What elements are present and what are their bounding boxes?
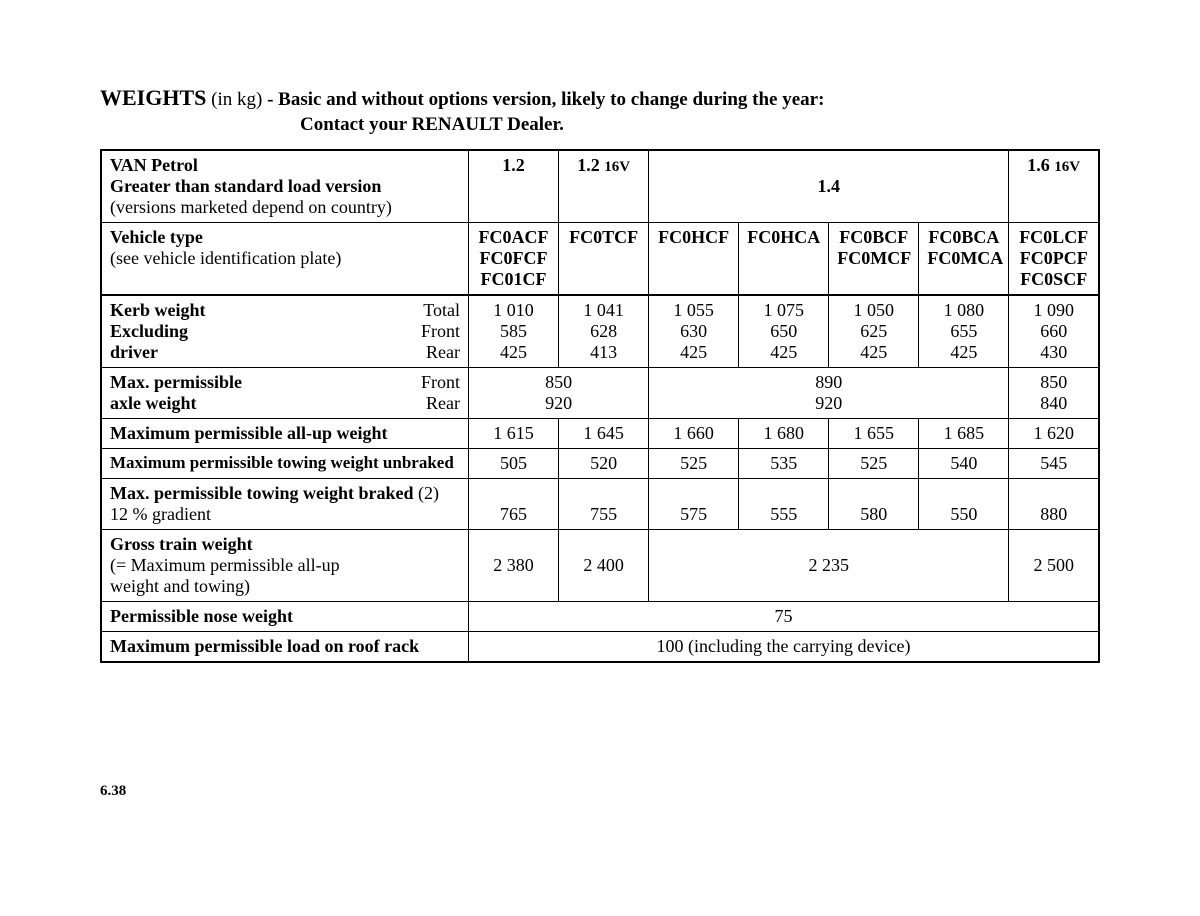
- roof-label: Maximum permissible load on roof rack: [101, 632, 469, 663]
- note1: - Basic and without options version, lik…: [267, 89, 824, 110]
- kerb-c7: 1 090660430: [1009, 295, 1099, 368]
- unbraked-label: Maximum permissible towing weight unbrak…: [101, 449, 469, 479]
- kerb-c6: 1 080655425: [919, 295, 1009, 368]
- vt-c5: FC0BCF FC0MCF: [829, 223, 919, 296]
- col-1-2-16v: 1.2 16V: [559, 150, 649, 223]
- vehicle-type-label: Vehicle type (see vehicle identification…: [101, 223, 469, 296]
- note2: Contact your RENAULT Dealer.: [300, 113, 564, 138]
- table-row: Maximum permissible towing weight unbrak…: [101, 449, 1099, 479]
- page-number: 6.38: [100, 783, 1100, 800]
- kerb-c1: 1 010585425: [469, 295, 559, 368]
- table-row: Vehicle type (see vehicle identification…: [101, 223, 1099, 296]
- vt-c1: FC0ACF FC0FCF FC01CF: [469, 223, 559, 296]
- col-1-2: 1.2: [469, 150, 559, 223]
- table-row: Permissible nose weight 75: [101, 602, 1099, 632]
- table-row: VAN Petrol Greater than standard load ve…: [101, 150, 1099, 223]
- nose-label: Permissible nose weight: [101, 602, 469, 632]
- vt-c3: FC0HCF: [649, 223, 739, 296]
- maxall-label: Maximum permissible all-up weight: [101, 419, 469, 449]
- table-row: Kerb weightTotal ExcludingFront driverRe…: [101, 295, 1099, 368]
- heading: WEIGHTS (in kg) - Basic and without opti…: [100, 84, 1100, 137]
- kerb-c2: 1 041628413: [559, 295, 649, 368]
- axle-g3: 850840: [1009, 368, 1099, 419]
- braked-label: Max. permissible towing weight braked (2…: [101, 479, 469, 530]
- kerb-c5: 1 050625425: [829, 295, 919, 368]
- kerb-label: Kerb weightTotal ExcludingFront driverRe…: [101, 295, 469, 368]
- table-row: Max. permissible towing weight braked (2…: [101, 479, 1099, 530]
- col-1-4: 1.4: [649, 150, 1009, 223]
- unit: (in kg): [211, 89, 262, 110]
- vt-c4: FC0HCA: [739, 223, 829, 296]
- weights-table: VAN Petrol Greater than standard load ve…: [100, 149, 1100, 663]
- table-row: Maximum permissible all-up weight 1 615 …: [101, 419, 1099, 449]
- page: WEIGHTS (in kg) - Basic and without opti…: [0, 0, 1200, 800]
- axle-g1: 850920: [469, 368, 649, 419]
- vt-c7: FC0LCF FC0PCF FC0SCF: [1009, 223, 1099, 296]
- header-label: VAN Petrol Greater than standard load ve…: [101, 150, 469, 223]
- vt-c2: FC0TCF: [559, 223, 649, 296]
- vt-c6: FC0BCA FC0MCA: [919, 223, 1009, 296]
- kerb-c4: 1 075650425: [739, 295, 829, 368]
- kerb-c3: 1 055630425: [649, 295, 739, 368]
- axle-g2: 890920: [649, 368, 1009, 419]
- axle-label: Max. permissibleFront axle weightRear: [101, 368, 469, 419]
- col-1-6-16v: 1.6 16V: [1009, 150, 1099, 223]
- gross-label: Gross train weight (= Maximum permissibl…: [101, 530, 469, 602]
- title: WEIGHTS: [100, 85, 206, 110]
- table-row: Gross train weight (= Maximum permissibl…: [101, 530, 1099, 602]
- table-row: Maximum permissible load on roof rack 10…: [101, 632, 1099, 663]
- table-row: Max. permissibleFront axle weightRear 85…: [101, 368, 1099, 419]
